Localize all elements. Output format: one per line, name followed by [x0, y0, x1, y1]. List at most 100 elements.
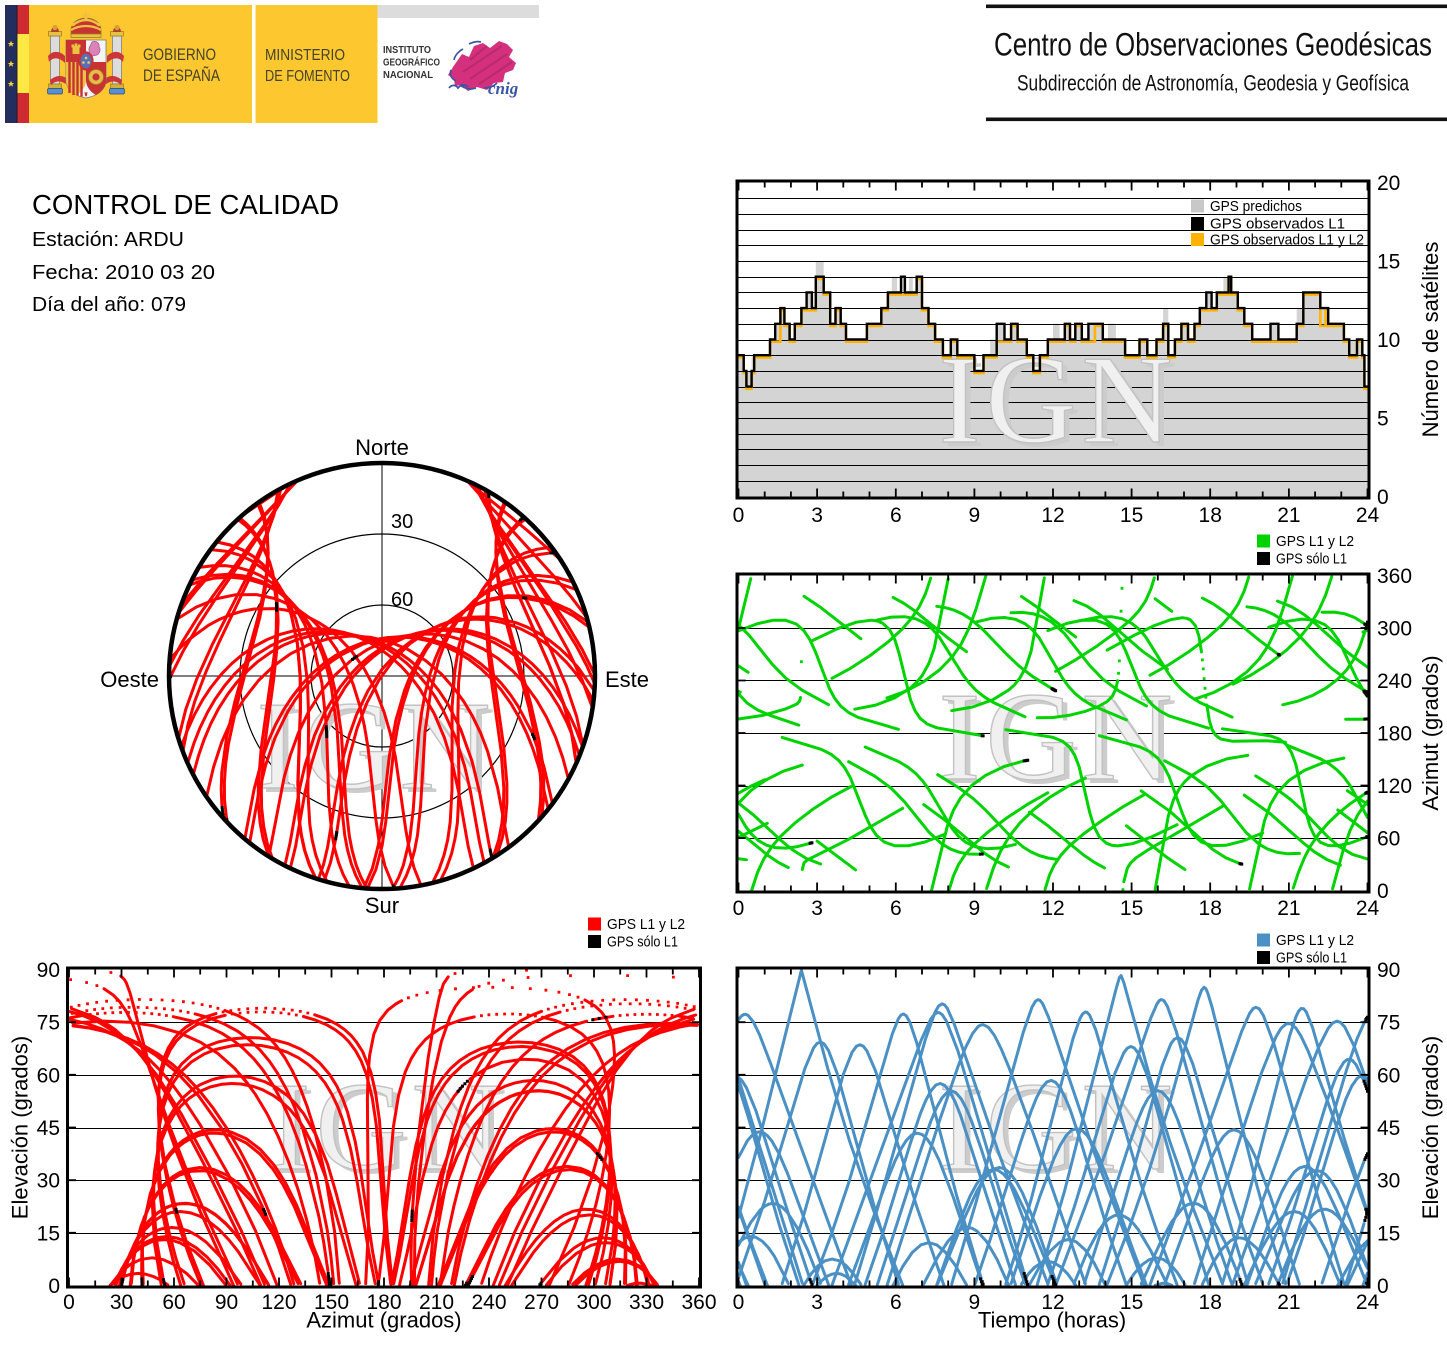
svg-text:30: 30 — [391, 511, 413, 533]
svg-text:360: 360 — [681, 1291, 716, 1314]
svg-text:330: 330 — [629, 1291, 664, 1314]
svg-text:18: 18 — [1199, 1291, 1222, 1314]
svg-text:15: 15 — [1377, 251, 1400, 274]
svg-text:0: 0 — [1377, 1275, 1389, 1298]
svg-text:3: 3 — [811, 504, 823, 527]
svg-text:Azimut (grados): Azimut (grados) — [306, 1308, 461, 1333]
svg-text:Elevación (grados): Elevación (grados) — [1418, 1036, 1443, 1219]
svg-text:24: 24 — [1356, 504, 1380, 527]
svg-text:cnig: cnig — [488, 79, 519, 98]
svg-text:45: 45 — [37, 1117, 60, 1140]
svg-text:20: 20 — [1377, 172, 1400, 195]
svg-text:5: 5 — [1377, 408, 1389, 431]
svg-text:15: 15 — [1120, 1291, 1143, 1314]
svg-text:GPS sólo L1: GPS sólo L1 — [1276, 950, 1347, 967]
svg-text:CONTROL DE CALIDAD: CONTROL DE CALIDAD — [32, 189, 339, 220]
svg-text:GPS predichos: GPS predichos — [1210, 198, 1302, 215]
svg-text:GPS observados L1: GPS observados L1 — [1210, 216, 1345, 233]
svg-text:Fecha: 2010 03 20: Fecha: 2010 03 20 — [32, 261, 215, 284]
svg-text:21: 21 — [1277, 897, 1300, 920]
svg-text:Sur: Sur — [365, 893, 399, 918]
svg-text:6: 6 — [890, 504, 902, 527]
svg-text:GPS L1 y L2: GPS L1 y L2 — [1276, 533, 1354, 550]
svg-text:6: 6 — [890, 1291, 902, 1314]
svg-text:90: 90 — [215, 1291, 238, 1314]
svg-text:15: 15 — [1377, 1222, 1400, 1245]
svg-text:Estación: ARDU: Estación: ARDU — [32, 228, 184, 251]
svg-text:90: 90 — [1377, 959, 1400, 982]
svg-text:15: 15 — [37, 1222, 60, 1245]
svg-text:60: 60 — [1377, 1064, 1400, 1087]
svg-text:Subdirección de Astronomía, Ge: Subdirección de Astronomía, Geodesia y G… — [1017, 71, 1410, 96]
svg-text:24: 24 — [1356, 1291, 1380, 1314]
svg-text:21: 21 — [1277, 504, 1300, 527]
svg-text:120: 120 — [1377, 775, 1412, 798]
svg-text:45: 45 — [1377, 1117, 1400, 1140]
svg-text:0: 0 — [733, 1291, 745, 1314]
svg-text:60: 60 — [1377, 828, 1400, 851]
svg-text:0: 0 — [48, 1275, 60, 1298]
svg-text:240: 240 — [471, 1291, 506, 1314]
svg-text:12: 12 — [1041, 897, 1064, 920]
svg-text:240: 240 — [1377, 670, 1412, 693]
svg-text:0: 0 — [733, 897, 745, 920]
svg-text:9: 9 — [969, 1291, 981, 1314]
svg-text:30: 30 — [1377, 1170, 1400, 1193]
svg-text:210: 210 — [419, 1291, 454, 1314]
svg-text:10: 10 — [1377, 329, 1400, 352]
svg-text:GPS sólo L1: GPS sólo L1 — [607, 934, 678, 951]
svg-text:Centro de Observaciones Geodés: Centro de Observaciones Geodésicas — [994, 27, 1432, 63]
svg-text:0: 0 — [733, 504, 745, 527]
svg-text:Elevación (grados): Elevación (grados) — [8, 1036, 33, 1219]
svg-text:30: 30 — [37, 1170, 60, 1193]
svg-text:GEOGRÁFICO: GEOGRÁFICO — [383, 56, 440, 69]
svg-text:12: 12 — [1041, 1291, 1064, 1314]
svg-text:270: 270 — [524, 1291, 559, 1314]
svg-text:INSTITUTO: INSTITUTO — [383, 45, 431, 56]
svg-text:9: 9 — [969, 897, 981, 920]
svg-text:MINISTERIO: MINISTERIO — [265, 47, 345, 64]
svg-text:Azimut (grados): Azimut (grados) — [1418, 655, 1443, 810]
svg-text:12: 12 — [1041, 504, 1064, 527]
svg-text:75: 75 — [1377, 1012, 1400, 1035]
svg-text:DE ESPAÑA: DE ESPAÑA — [143, 66, 221, 85]
svg-text:30: 30 — [110, 1291, 133, 1314]
svg-text:Día del año: 079: Día del año: 079 — [32, 293, 186, 316]
svg-text:60: 60 — [37, 1064, 60, 1087]
svg-text:GPS sólo L1: GPS sólo L1 — [1276, 551, 1347, 568]
svg-text:GPS observados L1 y L2: GPS observados L1 y L2 — [1210, 232, 1364, 249]
svg-text:Número de satélites: Número de satélites — [1418, 242, 1443, 438]
svg-text:15: 15 — [1120, 897, 1143, 920]
svg-text:300: 300 — [1377, 618, 1412, 641]
svg-text:120: 120 — [261, 1291, 296, 1314]
svg-text:9: 9 — [969, 504, 981, 527]
svg-text:15: 15 — [1120, 504, 1143, 527]
svg-text:360: 360 — [1377, 565, 1412, 588]
svg-text:Este: Este — [605, 667, 649, 692]
svg-text:0: 0 — [1377, 486, 1389, 509]
svg-text:GOBIERNO: GOBIERNO — [143, 45, 216, 64]
svg-text:75: 75 — [37, 1012, 60, 1035]
svg-text:Oeste: Oeste — [100, 667, 159, 692]
svg-text:150: 150 — [314, 1291, 349, 1314]
svg-text:3: 3 — [811, 1291, 823, 1314]
svg-text:IGN: IGN — [939, 331, 1178, 470]
svg-text:Norte: Norte — [355, 435, 409, 460]
svg-text:180: 180 — [366, 1291, 401, 1314]
svg-text:21: 21 — [1277, 1291, 1300, 1314]
svg-text:Tiempo (horas): Tiempo (horas) — [978, 1308, 1126, 1333]
svg-text:18: 18 — [1199, 897, 1222, 920]
svg-text:18: 18 — [1199, 504, 1222, 527]
svg-text:NACIONAL: NACIONAL — [383, 70, 433, 81]
svg-text:3: 3 — [811, 897, 823, 920]
svg-text:6: 6 — [890, 897, 902, 920]
svg-text:0: 0 — [1377, 880, 1389, 903]
svg-text:60: 60 — [162, 1291, 185, 1314]
svg-text:GPS L1 y L2: GPS L1 y L2 — [607, 916, 685, 933]
svg-text:180: 180 — [1377, 723, 1412, 746]
svg-text:GPS L1 y L2: GPS L1 y L2 — [1276, 932, 1354, 949]
svg-text:60: 60 — [391, 589, 413, 611]
svg-text:24: 24 — [1356, 897, 1380, 920]
svg-text:90: 90 — [37, 959, 60, 982]
svg-text:0: 0 — [63, 1291, 75, 1314]
